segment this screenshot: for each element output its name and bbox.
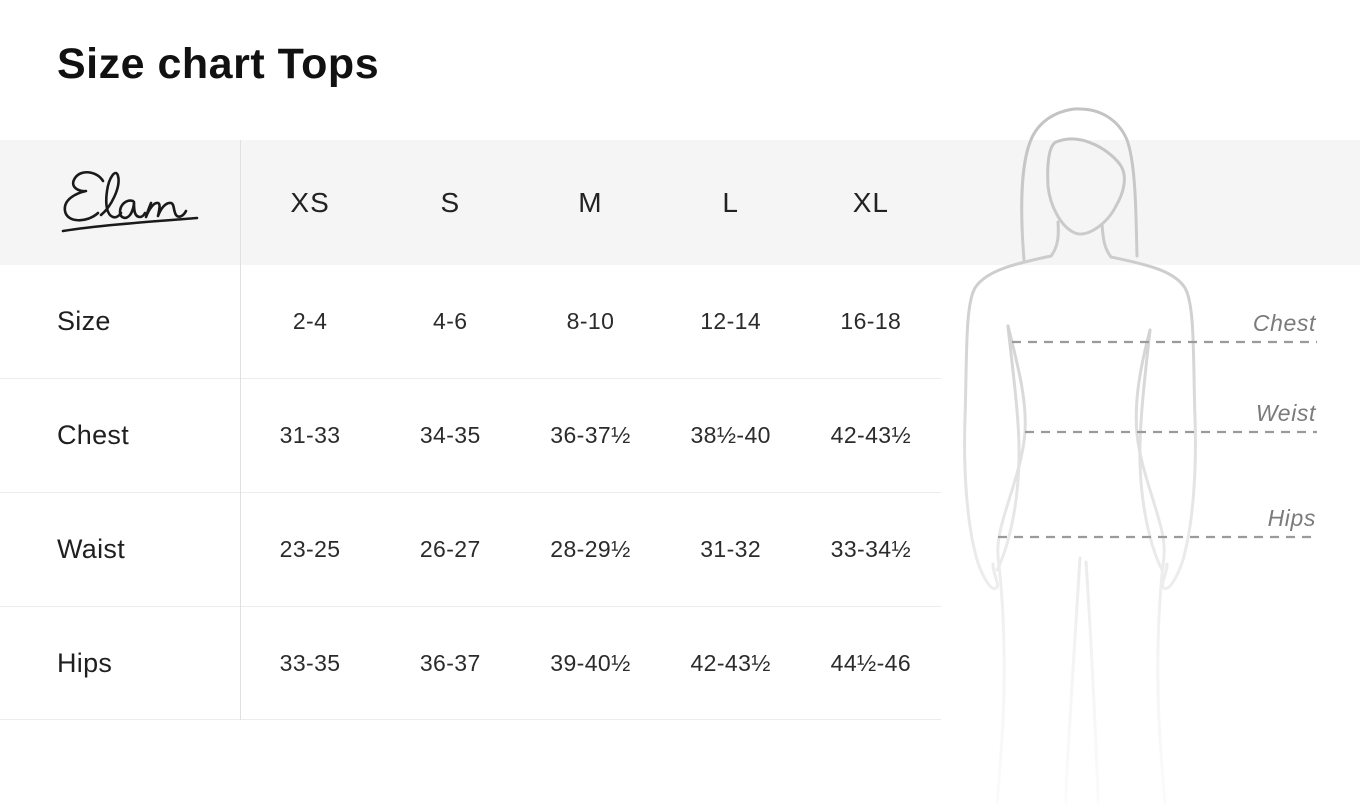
size-xs: 2-4 bbox=[292, 308, 328, 334]
hips-xs: 33-35 bbox=[279, 649, 341, 676]
page-title: Size chart Tops bbox=[57, 40, 380, 88]
hips-m: 39-40½ bbox=[550, 649, 631, 676]
waist-xl: 33-34½ bbox=[830, 536, 912, 562]
row-label-hips: Hips bbox=[57, 647, 113, 678]
waist-m: 28-29½ bbox=[550, 536, 631, 562]
size-chart-table: Elan XS S M L XL Size 2-4 4-6 8-10 12-14… bbox=[0, 140, 941, 720]
column-header-l: L bbox=[722, 186, 739, 218]
hips-xl: 44½-46 bbox=[830, 649, 912, 676]
hips-l: 42-43½ bbox=[690, 649, 771, 676]
body-silhouette-figure bbox=[940, 100, 1360, 806]
measure-label-chest: Chest bbox=[1252, 310, 1316, 336]
column-header-m: M bbox=[578, 186, 603, 218]
brand-logo: Elan bbox=[0, 163, 240, 243]
chest-l: 38½-40 bbox=[690, 422, 771, 448]
waist-s: 26-27 bbox=[419, 536, 481, 562]
table-column-divider bbox=[240, 140, 241, 720]
chest-m: 36-37½ bbox=[550, 422, 631, 448]
table-row-size: Size 2-4 4-6 8-10 12-14 16-18 bbox=[0, 265, 941, 379]
chest-xs: 31-33 bbox=[279, 422, 341, 448]
table-header-row: Elan XS S M L XL bbox=[0, 140, 941, 265]
table-row-waist: Waist 23-25 26-27 28-29½ 31-32 33-34½ bbox=[0, 493, 941, 607]
table-row-chest: Chest 31-33 34-35 36-37½ 38½-40 42-43½ bbox=[0, 379, 941, 493]
row-label-chest: Chest bbox=[57, 420, 130, 450]
size-l: 12-14 bbox=[700, 308, 762, 334]
brand-signature-icon bbox=[61, 170, 199, 232]
waist-l: 31-32 bbox=[700, 536, 762, 562]
row-label-waist: Waist bbox=[57, 534, 125, 564]
size-m: 8-10 bbox=[566, 308, 615, 334]
size-xl: 16-18 bbox=[840, 308, 902, 334]
measure-label-weist: Weist bbox=[1255, 400, 1316, 426]
column-header-s: S bbox=[440, 186, 461, 218]
column-header-xs: XS bbox=[290, 186, 330, 218]
waist-xs: 23-25 bbox=[279, 536, 341, 562]
size-s: 4-6 bbox=[433, 308, 468, 334]
table-row-hips: Hips 33-35 36-37 39-40½ 42-43½ 44½-46 bbox=[0, 607, 941, 720]
chest-xl: 42-43½ bbox=[830, 422, 912, 448]
column-header-xl: XL bbox=[852, 186, 889, 218]
female-silhouette-icon bbox=[963, 107, 1317, 806]
row-label-size: Size bbox=[57, 306, 111, 336]
chest-s: 34-35 bbox=[419, 422, 481, 448]
hips-s: 36-37 bbox=[419, 649, 481, 676]
measure-label-hips: Hips bbox=[1267, 505, 1316, 531]
